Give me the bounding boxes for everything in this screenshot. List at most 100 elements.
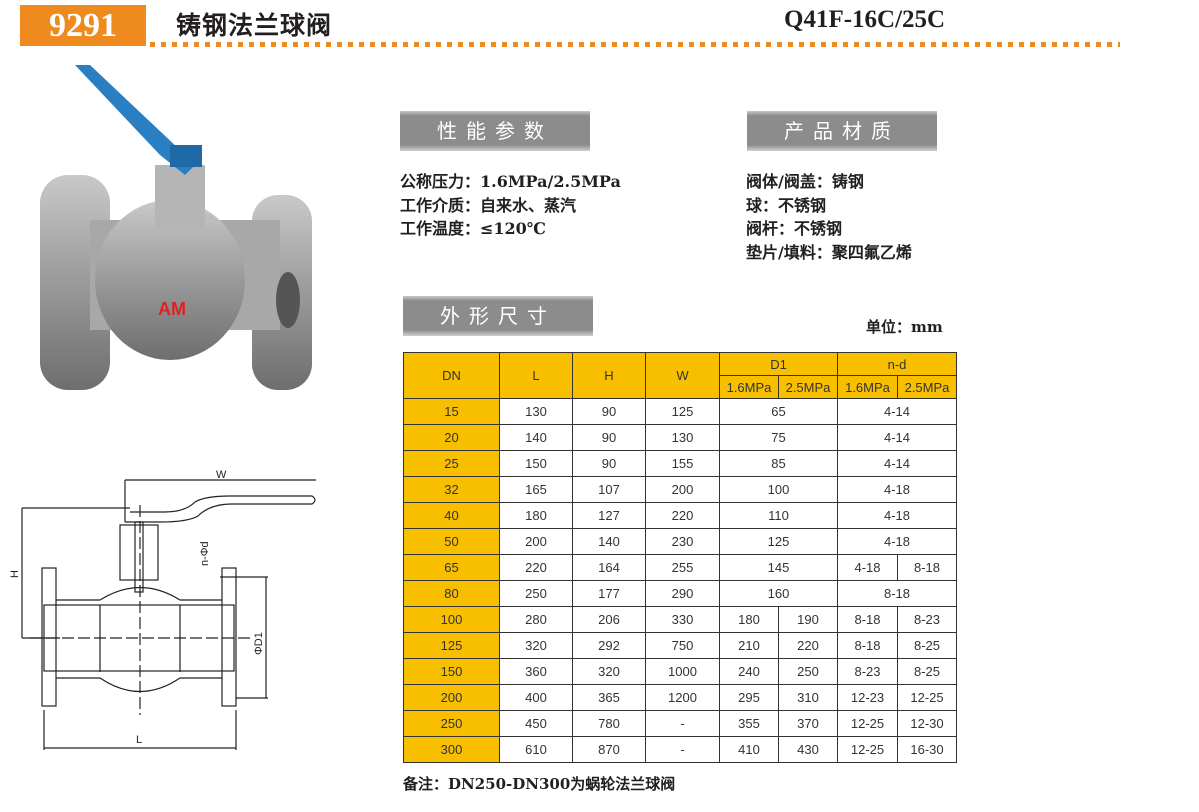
table-row: 65 220 164 255 145 4-18 8-18 (403, 554, 957, 581)
cell-nd: 8-23 (897, 606, 957, 633)
cell-l: 360 (499, 658, 573, 685)
cell-dn: 25 (403, 450, 500, 477)
cell-d1: 220 (778, 632, 838, 659)
cell-nd: 12-25 (837, 710, 898, 737)
cell-d1: 190 (778, 606, 838, 633)
cell-l: 150 (499, 450, 573, 477)
cell-dn: 40 (403, 502, 500, 529)
dotted-divider (150, 42, 1120, 47)
header-d1-25: 2.5MPa (778, 375, 838, 399)
dimensions-heading: 外形尺寸 (403, 296, 593, 336)
cell-h: 140 (572, 528, 646, 555)
cell-d1: 145 (719, 554, 838, 581)
header-h: H (572, 352, 646, 399)
header-w: W (645, 352, 720, 399)
cell-nd: 4-18 (837, 476, 957, 503)
table-row: 125 320 292 750 210 220 8-18 8-25 (403, 632, 957, 659)
cell-w: 220 (645, 502, 720, 529)
cell-h: 780 (572, 710, 646, 737)
cell-dn: 80 (403, 580, 500, 607)
cell-nd: 16-30 (897, 736, 957, 763)
cell-d1: 125 (719, 528, 838, 555)
header-nd-16: 1.6MPa (837, 375, 898, 399)
material-ball: 球：不锈钢 (746, 195, 827, 215)
cell-l: 400 (499, 684, 573, 711)
cell-d1: 65 (719, 398, 838, 425)
cell-dn: 32 (403, 476, 500, 503)
cell-w: 155 (645, 450, 720, 477)
cell-d1: 75 (719, 424, 838, 451)
cell-h: 365 (572, 684, 646, 711)
table-row: 80 250 177 290 160 8-18 (403, 580, 957, 607)
cell-d1: 370 (778, 710, 838, 737)
header-d1-16: 1.6MPa (719, 375, 779, 399)
label-nd: n-Φd (199, 541, 211, 566)
cell-l: 165 (499, 476, 573, 503)
cell-dn: 65 (403, 554, 500, 581)
table-row: 25 150 90 155 85 4-14 (403, 450, 957, 477)
cell-d1: 295 (719, 684, 779, 711)
material-seal: 垫片/填料：聚四氟乙烯 (746, 242, 912, 262)
cell-l: 250 (499, 580, 573, 607)
cell-nd: 4-18 (837, 528, 957, 555)
cell-nd: 8-23 (837, 658, 898, 685)
cell-h: 206 (572, 606, 646, 633)
cell-l: 130 (499, 398, 573, 425)
cell-dn: 150 (403, 658, 500, 685)
label-w: W (216, 469, 227, 481)
label-d1: ΦD1 (253, 632, 265, 655)
cell-h: 127 (572, 502, 646, 529)
cell-d1: 310 (778, 684, 838, 711)
cell-nd: 4-18 (837, 502, 957, 529)
table-row: 150 360 320 1000 240 250 8-23 8-25 (403, 658, 957, 685)
performance-heading: 性能参数 (400, 111, 590, 151)
cell-dn: 50 (403, 528, 500, 555)
cell-l: 450 (499, 710, 573, 737)
cell-nd: 8-25 (897, 658, 957, 685)
cell-l: 220 (499, 554, 573, 581)
table-row: 20 140 90 130 75 4-14 (403, 424, 957, 451)
cell-h: 107 (572, 476, 646, 503)
cell-d1: 180 (719, 606, 779, 633)
cell-w: - (645, 710, 720, 737)
header-dn: DN (403, 352, 500, 399)
cell-nd: 4-14 (837, 398, 957, 425)
cell-h: 90 (572, 424, 646, 451)
cell-h: 164 (572, 554, 646, 581)
table-row: 300 610 870-410 430 12-25 16-30 (403, 736, 957, 763)
material-heading: 产品材质 (747, 111, 937, 151)
footnote: 备注：DN250-DN300为蜗轮法兰球阀 (403, 775, 676, 793)
cell-h: 870 (572, 736, 646, 763)
material-specs: 阀体/阀盖：铸钢 球：不锈钢 阀杆：不锈钢 垫片/填料：聚四氟乙烯 (746, 170, 912, 264)
table-row: 200 400 365 1200 295 310 12-23 12-25 (403, 684, 957, 711)
table-row: 50 200 140 230 125 4-18 (403, 528, 957, 555)
table-row: 40 180 127 220 110 4-18 (403, 502, 957, 529)
cell-h: 320 (572, 658, 646, 685)
cell-d1: 100 (719, 476, 838, 503)
cell-nd: 12-30 (897, 710, 957, 737)
cell-dn: 200 (403, 684, 500, 711)
cell-nd: 8-18 (897, 554, 957, 581)
cell-d1: 85 (719, 450, 838, 477)
table-row: 15 130 90 125 65 4-14 (403, 398, 957, 425)
cell-nd: 4-18 (837, 554, 898, 581)
cell-w: 130 (645, 424, 720, 451)
product-code: 9291 (20, 5, 146, 46)
cell-w: 1000 (645, 658, 720, 685)
cell-d1: 160 (719, 580, 838, 607)
label-l: L (136, 734, 142, 746)
model-number: Q41F-16C/25C (784, 6, 946, 33)
cell-h: 90 (572, 450, 646, 477)
cell-d1: 110 (719, 502, 838, 529)
performance-specs: 公称压力：1.6MPa/2.5MPa 工作介质：自来水、蒸汽 工作温度：≤120… (400, 170, 621, 241)
cell-l: 320 (499, 632, 573, 659)
product-title: 铸钢法兰球阀 (176, 11, 333, 40)
header-nd-25: 2.5MPa (897, 375, 957, 399)
cell-dn: 125 (403, 632, 500, 659)
header-d1: D1 (719, 352, 838, 376)
table-row: 250 450 780-355 370 12-25 12-30 (403, 710, 957, 737)
spec-medium: 工作介质：自来水、蒸汽 (400, 195, 577, 215)
cell-l: 280 (499, 606, 573, 633)
cell-dn: 15 (403, 398, 500, 425)
